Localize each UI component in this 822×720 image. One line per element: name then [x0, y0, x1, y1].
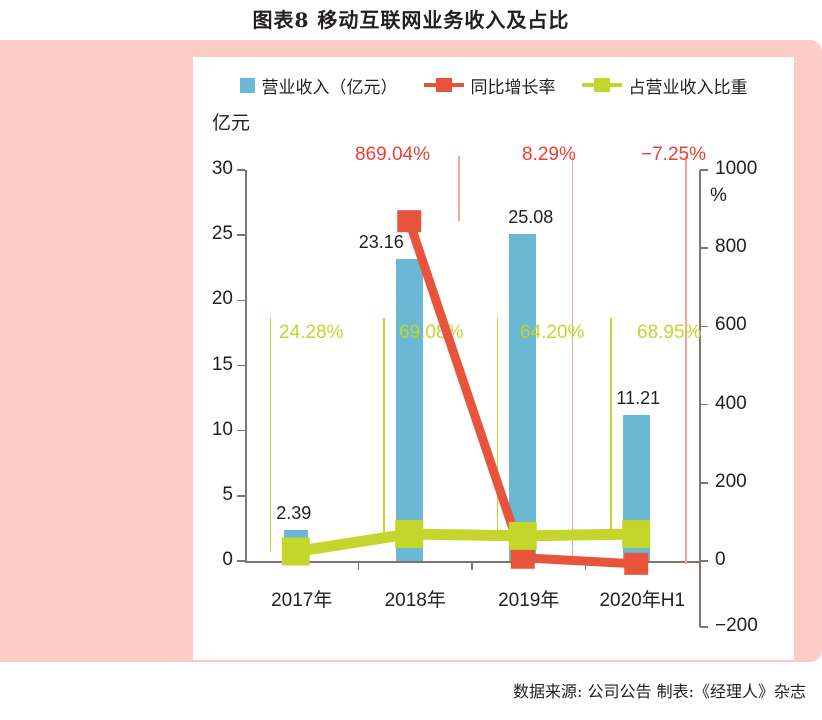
- y2-axis-tick: [700, 560, 708, 562]
- y-axis-tick-label: 15: [211, 353, 233, 375]
- left-axis-unit: 亿元: [212, 113, 251, 134]
- y2-axis-tick-label: −200: [715, 615, 758, 636]
- growth-label-leader-line: [458, 156, 460, 222]
- y-axis-tick: [237, 234, 245, 236]
- chart-legend: 营业收入（亿元） 同比增长率 占营业收入比重: [193, 70, 794, 100]
- bar-value-label-2: 23.16: [358, 232, 404, 253]
- y-axis-tick-label: 25: [211, 223, 233, 245]
- y2-axis-tick-label: 1000: [715, 158, 758, 179]
- y-axis-tick-label: 10: [211, 418, 233, 440]
- growth-value-label-4: −7.25%: [641, 144, 706, 165]
- bar-swatch-icon: [239, 77, 255, 93]
- share-label-leader-line: [383, 318, 385, 534]
- page-title: 图表8 移动互联网业务收入及占比: [252, 8, 570, 32]
- y2-axis-tick: [700, 482, 708, 484]
- y-axis-tick-label: 30: [211, 158, 233, 179]
- y-axis-tick-label: 0: [222, 549, 233, 570]
- growth-value-label-2: 869.04%: [355, 144, 431, 165]
- bar-4: [622, 414, 650, 561]
- source-note: 数据来源: 公司公告 制表:《经理人》杂志: [513, 682, 806, 701]
- share-value-label-1: 24.28%: [279, 322, 344, 343]
- line-marker-red-icon: [423, 78, 464, 92]
- bar-2: [395, 259, 423, 561]
- share-value-label-4: 68.95%: [637, 322, 702, 343]
- left-axis-line: [245, 170, 247, 562]
- y-axis-tick: [237, 364, 245, 367]
- x-axis-category-label: 2020年H1: [599, 590, 686, 611]
- line-marker-green-icon: [581, 78, 622, 92]
- bar-value-label-1: 2.39: [276, 502, 312, 523]
- x-axis-tick: [357, 562, 360, 570]
- y-axis-tick: [237, 169, 245, 171]
- legend-label-growth: 同比增长率: [470, 77, 556, 97]
- share-label-leader-line: [269, 318, 272, 552]
- y2-axis-tick: [700, 169, 708, 171]
- legend-item-growth: 同比增长率: [423, 73, 556, 98]
- y2-axis-tick-label: 0: [715, 549, 726, 570]
- y2-axis-tick-label: 400: [715, 392, 747, 414]
- y-axis-tick-label: 5: [222, 483, 233, 505]
- legend-label-share: 占营业收入比重: [628, 77, 748, 97]
- y2-axis-tick: [700, 247, 708, 249]
- legend-item-revenue: 营业收入（亿元）: [239, 73, 398, 98]
- y2-axis-tick: [700, 403, 708, 406]
- y2-axis-tick-label: 200: [715, 470, 747, 492]
- share-value-label-2: 69.08%: [399, 322, 464, 343]
- growth-label-leader-line: [571, 156, 574, 558]
- y-axis-tick: [237, 560, 245, 562]
- share-label-leader-line: [610, 318, 612, 535]
- share-label-leader-line: [496, 318, 499, 536]
- y-axis-tick: [237, 429, 245, 432]
- x-axis-tick: [584, 562, 587, 570]
- legend-label-revenue: 营业收入（亿元）: [261, 77, 398, 97]
- bar-3: [509, 234, 537, 561]
- y-axis-tick: [237, 495, 245, 497]
- x-axis-category-label: 2019年: [498, 590, 560, 611]
- baseline-axis-line: [245, 561, 701, 563]
- right-axis-unit: %: [710, 185, 727, 206]
- y2-axis-tick: [700, 626, 708, 628]
- y-axis-tick-label: 20: [211, 288, 233, 310]
- x-axis-tick: [471, 562, 473, 570]
- x-axis-category-label: 2018年: [384, 590, 446, 611]
- legend-item-share: 占营业收入比重: [581, 73, 748, 98]
- right-axis-line: [699, 170, 701, 627]
- bar-value-label-4: 11.21: [616, 387, 661, 408]
- share-value-label-3: 64.20%: [520, 322, 585, 343]
- bar-1: [283, 529, 308, 561]
- growth-label-leader-line: [685, 156, 687, 564]
- growth-value-label-3: 8.29%: [522, 144, 576, 165]
- y2-axis-tick-label: 600: [715, 314, 747, 336]
- bar-value-label-3: 25.08: [508, 207, 554, 228]
- y2-axis-tick-label: 800: [715, 236, 747, 258]
- y-axis-tick: [237, 299, 245, 302]
- x-axis-category-label: 2017年: [271, 590, 333, 611]
- y2-axis-tick: [700, 325, 708, 328]
